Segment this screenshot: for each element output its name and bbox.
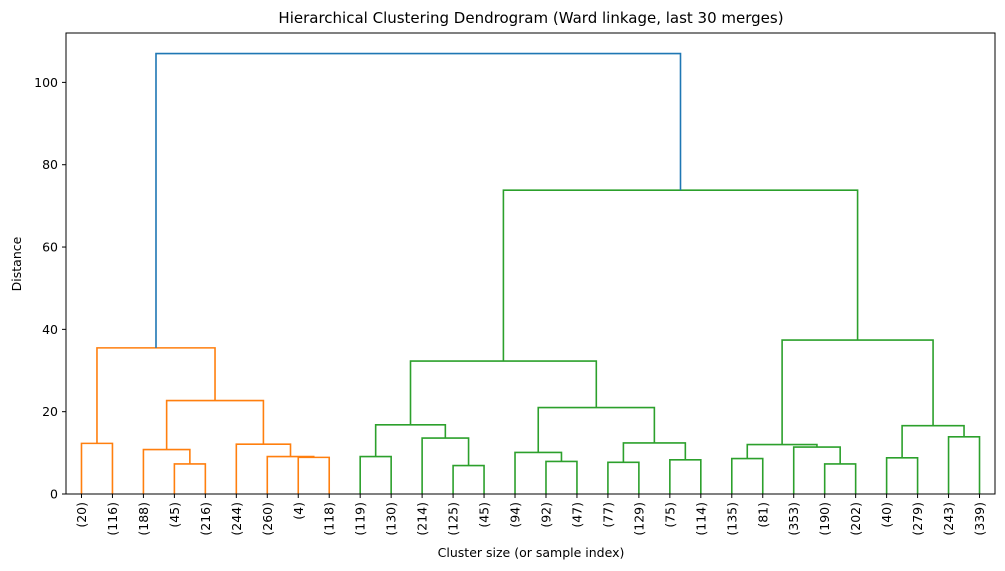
leaf-label: (279) <box>910 502 925 536</box>
plot-frame <box>65 32 996 495</box>
leaf-label: (77) <box>600 502 615 528</box>
y-tick-label: 80 <box>42 157 58 172</box>
x-axis-label: Cluster size (or sample index) <box>438 545 625 560</box>
dendrogram-link <box>669 459 702 494</box>
leaf-label: (188) <box>136 502 151 536</box>
dendrogram-link <box>607 461 640 494</box>
y-tick-label: 100 <box>34 75 58 90</box>
dendrogram-link <box>947 435 981 494</box>
leaf-label: (20) <box>74 502 89 528</box>
dendrogram-link <box>537 406 656 453</box>
leaf-label: (339) <box>972 502 987 536</box>
leaf-label: (47) <box>569 502 584 528</box>
dendrogram-link <box>359 455 392 494</box>
leaf-label: (116) <box>105 502 120 536</box>
leaf-label: (94) <box>508 502 523 528</box>
dendrogram-link <box>885 456 919 494</box>
dendrogram-link <box>235 443 292 494</box>
dendrogram-link <box>266 455 315 494</box>
leaf-label: (81) <box>755 502 770 528</box>
leaf-label: (130) <box>384 502 399 536</box>
dendrogram-link <box>374 424 447 457</box>
dendrogram-link <box>730 457 764 494</box>
leaf-label: (40) <box>879 502 894 528</box>
y-axis-label: Distance <box>9 236 24 291</box>
dendrogram-link <box>165 399 265 450</box>
dendrogram-links <box>80 52 981 494</box>
dendrogram-link <box>155 52 682 348</box>
y-tick-label: 20 <box>42 404 58 419</box>
dendrogram-link <box>96 347 216 444</box>
leaf-label: (75) <box>662 502 677 528</box>
leaf-label: (244) <box>229 502 244 536</box>
leaf-label: (216) <box>198 502 213 536</box>
dendrogram-link <box>792 446 841 494</box>
dendrogram-link <box>173 463 207 494</box>
leaf-label: (353) <box>786 502 801 536</box>
leaf-label: (45) <box>477 502 492 528</box>
x-axis: (20) (116) (188) (45) (216) (244) (260) (4) (118… <box>74 494 987 536</box>
y-tick-label: 60 <box>42 240 58 255</box>
leaf-label: (129) <box>631 502 646 536</box>
dendrogram-link <box>901 424 965 458</box>
leaf-label: (243) <box>941 502 956 536</box>
y-axis: 0 20 40 60 80 100 <box>34 75 66 502</box>
dendrogram-link <box>781 339 934 445</box>
leaf-label: (214) <box>415 502 430 536</box>
y-tick-label: 0 <box>50 487 58 502</box>
dendrogram-link <box>452 464 485 494</box>
dendrogram-link <box>502 189 859 362</box>
dendrogram-link <box>409 360 598 425</box>
dendrogram-link <box>545 460 578 494</box>
leaf-label: (45) <box>167 502 182 528</box>
leaf-label: (125) <box>446 502 461 536</box>
leaf-label: (135) <box>724 502 739 536</box>
leaf-label: (190) <box>817 502 832 536</box>
leaf-label: (4) <box>291 502 306 520</box>
dendrogram-link <box>823 463 857 494</box>
leaf-label: (260) <box>260 502 275 536</box>
dendrogram-link <box>142 448 191 494</box>
dendrogram-link <box>297 456 331 494</box>
leaf-label: (118) <box>322 502 337 536</box>
dendrogram-link <box>514 451 563 494</box>
dendrogram-link <box>622 442 687 463</box>
leaf-label: (114) <box>693 502 708 536</box>
leaf-label: (92) <box>538 502 553 528</box>
chart-title: Hierarchical Clustering Dendrogram (Ward… <box>278 9 783 27</box>
leaf-label: (119) <box>353 502 368 536</box>
y-tick-label: 40 <box>42 322 58 337</box>
leaf-label: (202) <box>848 502 863 536</box>
dendrogram-link <box>80 442 114 494</box>
